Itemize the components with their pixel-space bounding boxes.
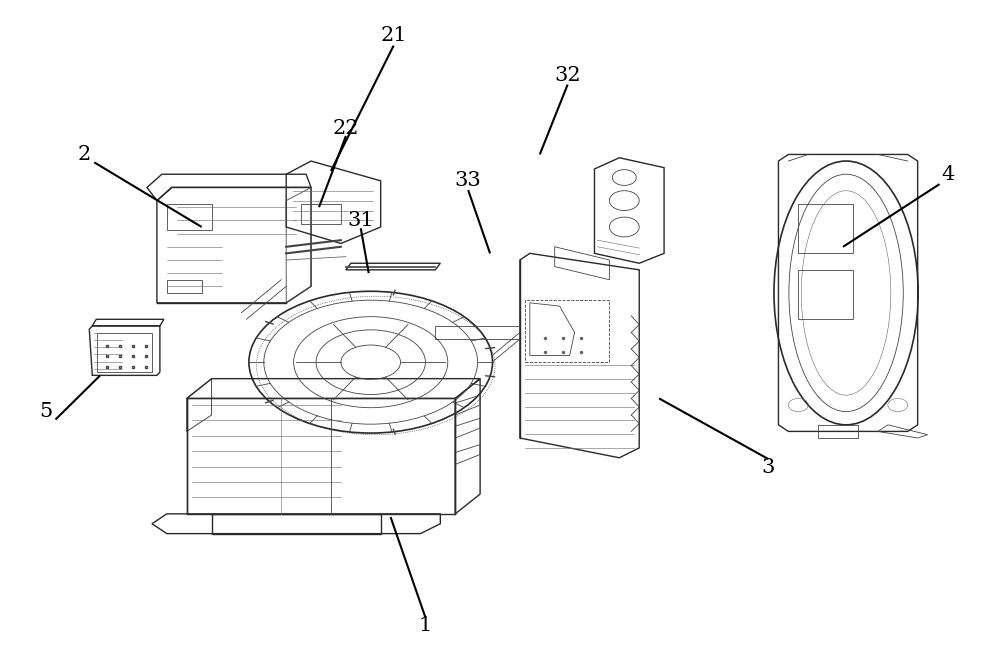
Bar xyxy=(798,270,853,319)
Text: 22: 22 xyxy=(333,118,359,138)
Text: 5: 5 xyxy=(39,402,52,421)
Text: 32: 32 xyxy=(554,66,581,85)
Bar xyxy=(525,299,609,362)
Text: 2: 2 xyxy=(78,145,91,164)
Text: 21: 21 xyxy=(380,26,407,45)
Bar xyxy=(167,204,212,230)
Text: 4: 4 xyxy=(941,165,954,184)
Text: 31: 31 xyxy=(347,211,374,230)
Bar xyxy=(818,425,858,438)
Bar xyxy=(798,204,853,253)
Text: 33: 33 xyxy=(455,172,482,190)
Bar xyxy=(97,332,152,372)
Bar xyxy=(301,204,341,223)
Text: 3: 3 xyxy=(762,458,775,477)
Text: 1: 1 xyxy=(419,616,432,636)
